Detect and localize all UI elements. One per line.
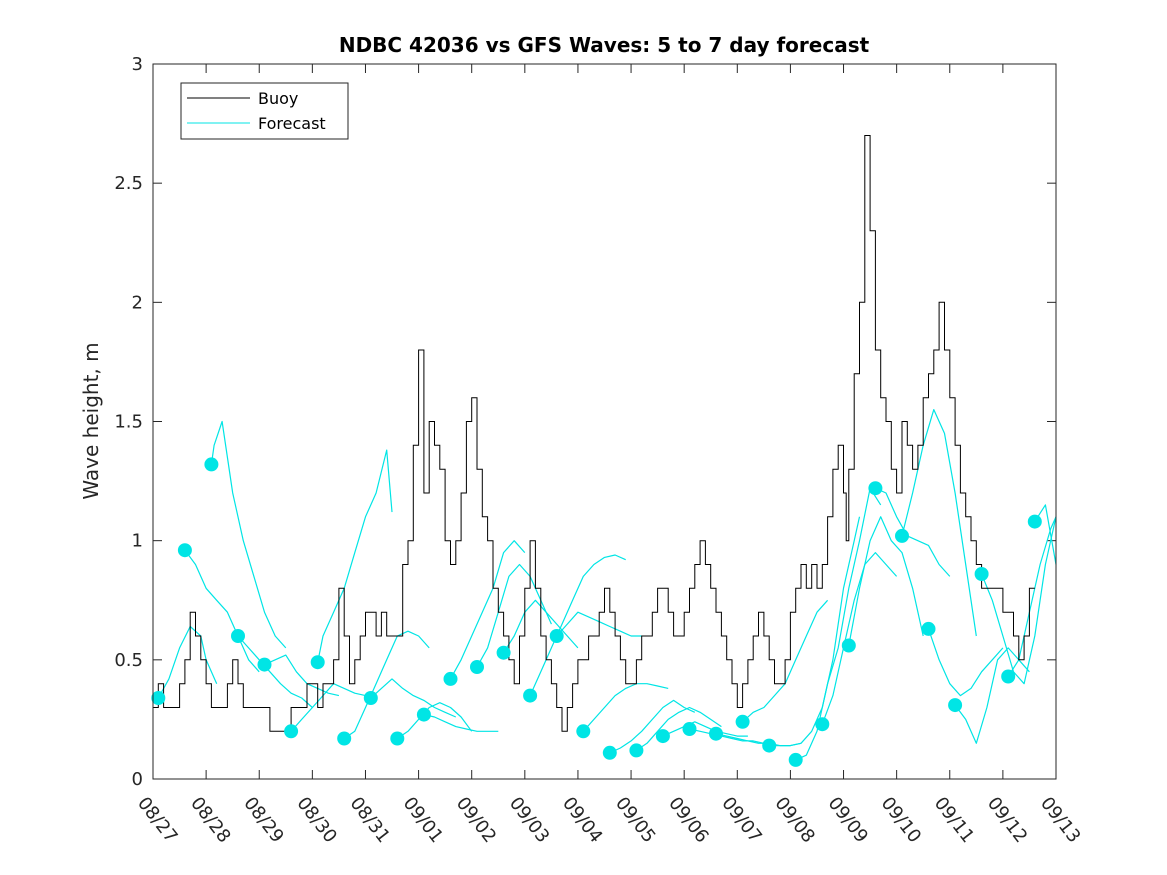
forecast-line-f8 — [343, 630, 430, 739]
forecast-line-f21 — [689, 728, 775, 744]
forecast-marker — [177, 543, 192, 558]
y-tick-label: 2 — [132, 292, 143, 313]
axes-box — [152, 63, 1057, 780]
forecast-marker — [257, 657, 272, 672]
chart-title: NDBC 42036 vs GFS Waves: 5 to 7 day fore… — [339, 33, 870, 57]
forecast-marker — [841, 638, 856, 653]
buoy-line — [153, 135, 1035, 732]
buoy-series — [153, 135, 1035, 732]
forecast-marker — [788, 752, 803, 767]
forecast-marker — [948, 698, 963, 713]
forecast-marker — [363, 691, 378, 705]
forecast-markers — [151, 457, 1042, 767]
legend-buoy-label: Buoy — [258, 89, 298, 108]
forecast-marker — [443, 671, 458, 686]
forecast-line-f9 — [370, 678, 457, 718]
y-axis-label: Wave height, m — [79, 342, 103, 499]
forecast-line-f6 — [290, 683, 366, 732]
forecast-line-f31 — [954, 647, 1030, 744]
forecast-marker — [762, 738, 777, 753]
forecast-marker — [231, 629, 245, 643]
forecast-marker — [682, 722, 697, 736]
forecast-line-f4 — [237, 635, 313, 708]
forecast-marker — [310, 655, 325, 670]
forecast-line-f26 — [821, 551, 898, 725]
y-tick-label: 3 — [132, 54, 143, 75]
forecast-marker — [895, 528, 909, 543]
forecast-marker — [390, 731, 405, 746]
forecast-line-f10 — [396, 702, 473, 739]
forecast-marker — [284, 724, 299, 739]
forecast-marker — [709, 726, 723, 741]
forecast-marker — [549, 629, 564, 643]
forecast-marker — [523, 688, 538, 703]
forecast-marker — [496, 645, 511, 660]
forecast-marker — [1027, 514, 1042, 529]
forecast-marker — [151, 691, 166, 705]
forecast-marker — [815, 717, 830, 732]
forecast-line-f7 — [317, 449, 393, 663]
y-tick-label: 1.5 — [114, 412, 143, 433]
forecast-marker — [416, 707, 431, 722]
forecast-marker — [629, 743, 644, 758]
forecast-marker — [974, 567, 989, 581]
legend-forecast-label: Forecast — [258, 114, 326, 133]
forecast-line-f13 — [476, 563, 552, 668]
forecast-line-f25 — [795, 487, 882, 761]
forecast-marker — [470, 660, 484, 674]
forecast-line-f24 — [769, 516, 861, 747]
forecast-line-f2 — [184, 549, 260, 673]
forecast-line-f28 — [875, 487, 951, 577]
forecast-line-f3 — [210, 420, 287, 649]
y-tick-label: 0 — [132, 769, 143, 790]
forecast-marker — [655, 729, 670, 744]
forecast-line-f20 — [662, 721, 748, 737]
forecast-marker — [868, 481, 883, 496]
forecast-line-f12 — [449, 540, 526, 680]
forecast-line-f18 — [609, 699, 696, 754]
forecast-marker — [204, 457, 219, 472]
forecast-line-f29 — [901, 409, 977, 637]
legend-box — [180, 82, 349, 140]
forecast-marker — [1001, 669, 1016, 684]
forecast-line-f30 — [927, 628, 1004, 697]
forecast-marker — [921, 621, 936, 636]
forecast-line-f19 — [636, 706, 722, 751]
legend: Buoy Forecast — [180, 82, 349, 140]
forecast-line-f27 — [848, 516, 924, 646]
y-tick-label: 2.5 — [114, 173, 143, 194]
forecast-marker — [602, 745, 617, 760]
y-tick-label: 0.5 — [114, 650, 143, 671]
forecast-marker — [735, 714, 750, 729]
forecast-line-f17 — [582, 683, 669, 732]
y-tick-labels: 0 0.5 1 1.5 2 2.5 3 — [114, 54, 143, 790]
forecast-line-f11 — [423, 714, 499, 732]
forecast-marker — [576, 724, 591, 739]
y-tick-label: 1 — [132, 531, 143, 552]
forecast-marker — [337, 731, 352, 746]
forecast-line-f32 — [981, 516, 1057, 685]
